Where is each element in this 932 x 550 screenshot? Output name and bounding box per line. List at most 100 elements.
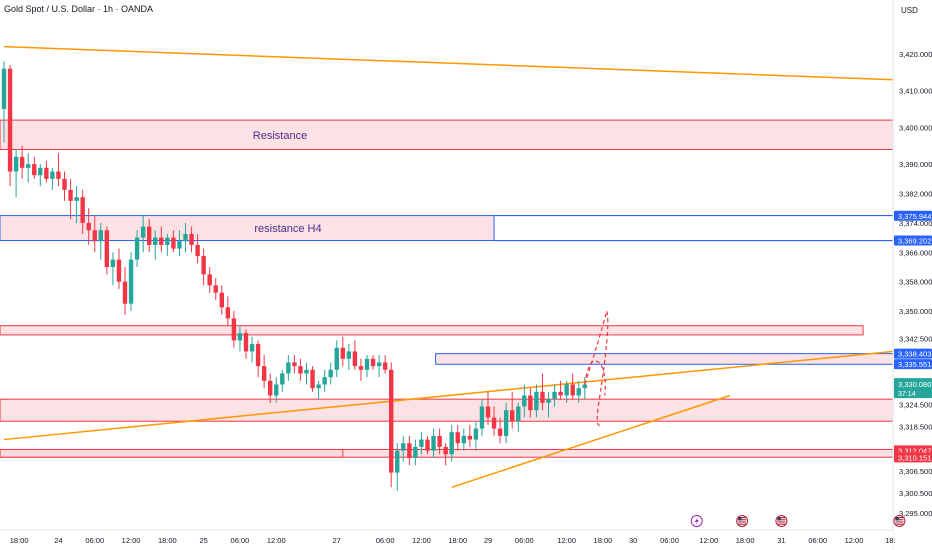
candle [546, 391, 551, 418]
price-badge-label: 3,310.151 [898, 453, 931, 462]
candle [510, 391, 515, 429]
candle [346, 344, 352, 370]
candle [298, 358, 303, 381]
candle-body [26, 164, 31, 168]
us-flag-icon [775, 515, 788, 527]
candle-body [159, 237, 164, 245]
candle-body [153, 237, 158, 245]
candle [255, 340, 261, 378]
candle-body [582, 384, 587, 389]
candle-body [382, 362, 388, 370]
candle-body [328, 369, 333, 378]
price-axis[interactable]: 3,420.000 3,410.000 3,400.000 3,390.000 3,38… [892, 0, 932, 550]
candle [401, 435, 406, 462]
candle [44, 160, 49, 183]
candle [576, 380, 581, 403]
candle-body [510, 410, 515, 422]
candle [292, 355, 297, 374]
candle [310, 366, 315, 392]
candle [395, 443, 400, 491]
candle [407, 435, 412, 466]
zone-label-1: resistance H4 [254, 223, 321, 235]
candle-body [431, 435, 436, 451]
candle [80, 189, 85, 234]
time-tick-label: 06:00 [85, 536, 104, 545]
candle-body [286, 362, 291, 374]
candle [68, 178, 73, 220]
candle-body [195, 244, 200, 256]
price-tick-label: 3,420.000 [899, 50, 932, 59]
price-tick-label: 3,295.000 [899, 509, 932, 518]
trendline-2 [451, 394, 731, 489]
candle [534, 384, 539, 418]
candle [485, 391, 491, 425]
price-tick-label: 3,390.000 [899, 160, 932, 169]
candle [491, 406, 497, 436]
candle-body [407, 443, 412, 458]
us-flag-icon-stripe [777, 521, 786, 523]
candle-body [570, 384, 575, 396]
price-tick-label: 3,358.000 [899, 278, 932, 287]
candle-body [237, 333, 243, 341]
price-badge-countdown: 37:14 [898, 391, 916, 398]
candle-body [134, 237, 140, 260]
candle-body [122, 281, 128, 304]
candle [286, 355, 291, 381]
candle-body [80, 197, 85, 223]
time-tick-label: 06:00 [515, 536, 534, 545]
candle [195, 233, 200, 264]
zone-2 [0, 325, 864, 336]
candle-body [86, 222, 91, 231]
candle-body [479, 406, 485, 429]
candle [449, 424, 454, 462]
candle-body [110, 259, 116, 267]
candle-body [32, 164, 37, 176]
candle [74, 186, 79, 223]
price-badge-label: 3,338.403 [898, 350, 931, 359]
candle-body [310, 369, 315, 389]
time-axis[interactable]: 18:00 24 06:00 12:00 18:00 25 06:00 12:00 27 06:0… [0, 515, 906, 550]
candle-body [56, 171, 61, 179]
candle [122, 266, 128, 315]
time-tick-label: 12:00 [412, 536, 431, 545]
us-flag-icon [736, 515, 749, 527]
candle-body [370, 358, 376, 367]
candle [540, 373, 545, 411]
zone-0 [0, 119, 894, 150]
candle-body [467, 435, 473, 440]
candle [98, 222, 103, 260]
candle-body [183, 233, 188, 242]
candle [62, 171, 67, 201]
candle [183, 222, 188, 253]
price-badge [894, 210, 932, 221]
us-flag-icon-stripe [738, 523, 747, 525]
time-tick-label: 12:00 [267, 536, 286, 545]
price-badge [894, 235, 932, 246]
price-badge-label: 3,312.047 [898, 446, 931, 455]
price-tick-label: 3,318.500 [899, 423, 932, 432]
candle-body [497, 428, 503, 436]
candle [26, 153, 31, 183]
candle-body [13, 156, 19, 172]
candle [352, 340, 358, 370]
price-badge [894, 359, 932, 370]
time-tick-label: 24 [54, 536, 62, 545]
zones-layer: Resistance resistance H4 [0, 119, 912, 458]
projection-layer [584, 308, 609, 426]
candle-body [540, 391, 545, 403]
zone-4 [0, 398, 894, 422]
time-tick-label: 12:00 [557, 536, 576, 545]
time-tick-label: 27 [333, 536, 341, 545]
price-tick-label: 3,366.000 [899, 248, 932, 257]
candle-body [522, 395, 527, 407]
candle [134, 230, 140, 267]
candle-body [19, 156, 25, 168]
candle-body [62, 178, 67, 190]
candle-body [68, 189, 73, 201]
candle [268, 373, 273, 403]
candle [497, 417, 503, 444]
candles-layer [1, 61, 587, 491]
candle-body [104, 230, 110, 267]
currency-label: USD [901, 6, 918, 15]
